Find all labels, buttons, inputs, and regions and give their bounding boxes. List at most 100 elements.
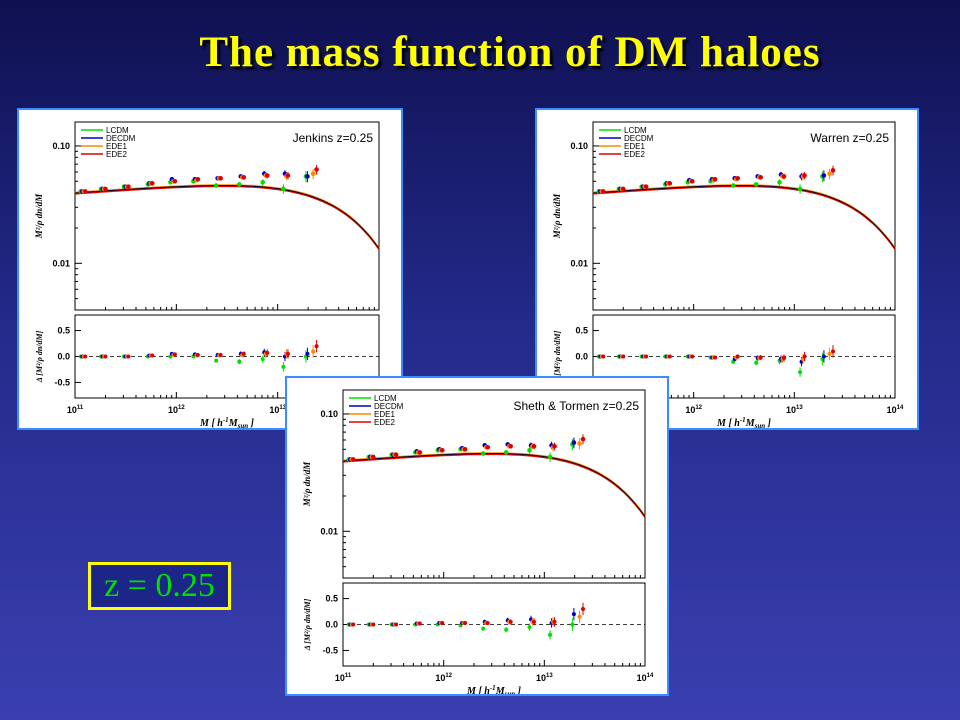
residual-point-ede2: [83, 354, 88, 359]
data-point-lcdm: [527, 448, 532, 453]
residual-point-ede2: [621, 354, 626, 359]
data-point-ede2: [218, 176, 223, 181]
bottom-y-axis-label: Δ [M²/ρ dn/dM]: [303, 598, 312, 651]
data-point-ede2: [241, 175, 247, 180]
redshift-label: z = 0.25: [88, 562, 231, 610]
residual-point-ede2: [218, 352, 223, 357]
data-point-decdm: [571, 440, 577, 445]
chart-title: Jenkins z=0.25: [293, 131, 374, 145]
data-point-ede2: [485, 444, 490, 450]
residual-point-ede2: [371, 622, 376, 627]
residual-point-ede2: [644, 354, 649, 359]
data-point-ede2: [417, 450, 423, 455]
sheth-tormen-chart: 1011 1012 1013 1014 0.10 0.01 0.5 0.0 -0.5 M²/ρ d…: [302, 389, 654, 694]
data-point-ede2: [758, 175, 763, 180]
top-y-tick-label: 0.01: [52, 258, 70, 268]
data-point-ede2: [667, 181, 673, 186]
legend-label: EDE2: [106, 150, 127, 159]
x-tick-label: 1013: [269, 405, 286, 415]
data-point-ede2: [621, 186, 626, 192]
theory-curve-ede1: [592, 184, 896, 249]
residual-point-lcdm: [754, 360, 759, 365]
residual-point-lcdm: [548, 632, 553, 637]
theory-curve-reference: [74, 185, 380, 249]
top-y-tick-label: 0.01: [570, 258, 588, 268]
x-tick-label: 1013: [786, 405, 803, 415]
x-tick-label: 1014: [887, 405, 904, 415]
data-point-ede2: [508, 444, 513, 449]
data-point-ede2: [735, 176, 740, 181]
theory-curve-decdm: [74, 185, 380, 250]
top-plot-frame: [592, 121, 896, 311]
data-point-ede2: [314, 167, 319, 172]
residual-point-lcdm: [481, 626, 486, 631]
data-point-lcdm: [480, 451, 486, 456]
data-point-ede2: [103, 186, 108, 192]
residual-point-ede2: [241, 351, 246, 356]
residual-point-ede2: [713, 355, 718, 360]
residual-point-lcdm: [281, 364, 286, 369]
bottom-y-tick-label: 0.0: [575, 352, 588, 362]
data-point-ede2: [802, 173, 807, 178]
residual-point-ede2: [195, 352, 200, 357]
bottom-y-axis-label: Δ [M²/ρ dn/dM]: [553, 330, 562, 383]
top-y-axis-label: M²/ρ dn/dM: [552, 193, 562, 240]
residual-point-ede2: [394, 622, 399, 627]
data-point-ede2: [689, 178, 695, 184]
data-point-ede1: [827, 171, 832, 177]
data-point-ede2: [149, 181, 155, 186]
residual-point-ede2: [314, 344, 319, 349]
data-point-ede2: [439, 448, 445, 453]
x-tick-label: 1012: [168, 405, 185, 415]
data-point-ede2: [195, 176, 201, 182]
chart-title: Warren z=0.25: [810, 131, 889, 145]
data-point-lcdm: [753, 182, 759, 187]
data-point-ede2: [82, 189, 88, 194]
legend-label: LCDM: [106, 126, 129, 135]
residual-point-lcdm: [237, 359, 242, 364]
data-point-ede2: [712, 176, 718, 182]
bottom-y-tick-label: 0.5: [57, 326, 70, 336]
data-point-ede2: [371, 454, 376, 460]
residual-point-ede1: [827, 351, 832, 356]
data-point-lcdm: [797, 186, 803, 192]
theory-curve-decdm: [592, 185, 896, 250]
top-y-axis-label: M²/ρ dn/dM: [302, 461, 312, 508]
data-point-lcdm: [503, 450, 509, 455]
top-y-tick-label: 0.10: [320, 409, 338, 419]
bottom-y-tick-label: 0.0: [57, 352, 70, 362]
legend-label: LCDM: [624, 126, 647, 135]
data-point-ede2: [126, 184, 131, 189]
residual-point-ede2: [735, 354, 740, 359]
x-tick-label: 1011: [67, 405, 84, 415]
data-point-ede2: [552, 444, 557, 449]
residual-point-ede2: [552, 619, 557, 624]
legend-label: EDE2: [624, 150, 645, 159]
residual-point-ede1: [311, 349, 316, 354]
x-axis-label: M [ h-1Msun ]: [199, 416, 255, 428]
x-axis-label: M [ h-1Msun ]: [466, 684, 522, 694]
theory-curve-lcdm: [74, 184, 380, 249]
data-point-ede2: [600, 189, 606, 194]
residual-point-ede2: [351, 622, 356, 627]
theory-curve-ede1: [342, 452, 646, 517]
data-point-lcdm: [777, 180, 782, 185]
residual-point-decdm: [571, 612, 576, 617]
data-point-ede2: [531, 444, 537, 449]
legend-label: EDE1: [624, 142, 645, 151]
x-axis-label: M [ h-1Msun ]: [716, 416, 772, 428]
top-y-tick-label: 0.01: [320, 526, 338, 536]
residual-point-ede2: [172, 352, 177, 357]
data-point-decdm: [305, 174, 310, 179]
data-point-ede1: [577, 441, 582, 446]
residual-point-lcdm: [214, 358, 219, 363]
bottom-y-tick-label: -0.5: [322, 645, 338, 655]
data-point-ede2: [264, 173, 270, 178]
bottom-y-tick-label: 0.0: [325, 620, 338, 630]
data-point-lcdm: [281, 186, 286, 192]
x-tick-label: 1012: [435, 673, 452, 683]
residual-point-decdm: [305, 351, 310, 356]
residual-point-ede2: [463, 620, 468, 625]
data-point-ede2: [781, 174, 787, 179]
